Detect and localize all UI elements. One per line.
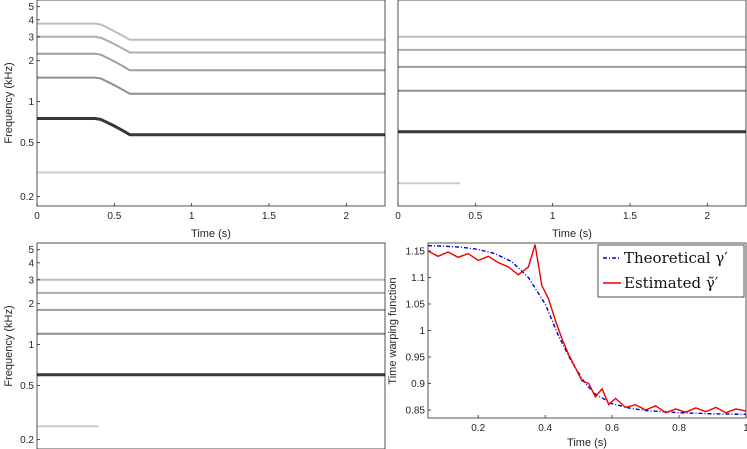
- x-axis-label-time-warping: Time (s): [567, 437, 607, 449]
- harmonic-track: [37, 76, 385, 95]
- x-tick-label: 0: [395, 211, 401, 222]
- y-tick-label: 3: [28, 275, 34, 286]
- x-axis-label-top-left: Time (s): [191, 228, 231, 240]
- x-tick-label: 0.2: [471, 423, 485, 434]
- x-tick-label: 2: [705, 211, 711, 222]
- y-tick-label: 5: [28, 2, 34, 13]
- x-tick-label: 1.5: [262, 211, 276, 222]
- y-tick-label: 1: [419, 326, 425, 337]
- y-tick-label: 0.2: [20, 435, 34, 446]
- x-tick-label: 0.5: [468, 211, 482, 222]
- y-tick-label: 1.05: [406, 299, 426, 310]
- x-tick-label: 0.8: [672, 423, 686, 434]
- x-tick-label: 0.6: [605, 423, 619, 434]
- y-tick-label: 1.15: [406, 246, 426, 257]
- legend: Theoretical γ′ Estimated γ̃′: [597, 244, 745, 298]
- y-tick-label: 0.95: [406, 353, 426, 364]
- harmonic-track: [37, 117, 385, 137]
- y-axis-label-top-left: Frequency (kHz): [3, 62, 15, 143]
- y-axis-label-bottom-left: Frequency (kHz): [3, 305, 15, 386]
- time-warping-plot: 0.2 0.4 0.6 0.8 1 0.85 0.9 0.95 1 1.05 1.1 1.15 Tim…: [387, 242, 747, 449]
- x-tick-label: 2: [344, 211, 350, 222]
- estimated-series-line: [427, 244, 747, 414]
- legend-label-estimated: Estimated γ̃′: [624, 274, 719, 292]
- y-tick-label: 1.1: [411, 273, 425, 284]
- y-tick-label: 0.2: [20, 192, 34, 203]
- y-axis-label-time-warping: Time warping function: [387, 277, 399, 384]
- y-tick-label: 3: [28, 32, 34, 43]
- y-tick-label: 4: [28, 15, 34, 26]
- x-axis-label-top-right: Time (s): [552, 228, 592, 240]
- y-tick-label: 2: [28, 56, 34, 67]
- x-tick-label: 1.5: [623, 211, 637, 222]
- spectrogram-panel-bottom-left: 0.2 0.5 1 2 3 4 5 Frequency (kHz): [3, 242, 386, 449]
- y-tick-label: 1: [28, 340, 34, 351]
- y-tick-label: 0.9: [411, 379, 425, 390]
- x-tick-label: 0: [34, 211, 40, 222]
- x-tick-label: 0.5: [107, 211, 121, 222]
- theoretical-series-line: [427, 245, 747, 415]
- x-tick-label: 1: [189, 211, 195, 222]
- legend-label-theoretical: Theoretical γ′: [624, 249, 728, 267]
- y-tick-label: 2: [28, 299, 34, 310]
- y-tick-label: 1: [28, 97, 34, 108]
- spectrogram-panel-top-left: 0 0.5 1 1.5 2 0.2 0.5 1 2 3 4 5 Time (s) Frequency …: [3, 0, 386, 240]
- x-tick-label: 0.4: [538, 423, 552, 434]
- x-tick-label: 1: [550, 211, 556, 222]
- y-tick-label: 4: [28, 258, 34, 269]
- y-tick-label: 0.5: [20, 138, 34, 149]
- legend-box: [597, 244, 745, 298]
- harmonic-track: [37, 52, 385, 72]
- harmonic-track: [37, 35, 385, 54]
- y-tick-label: 0.5: [20, 381, 34, 392]
- spectrogram-panel-top-right: 0 0.5 1 1.5 2 Time (s): [395, 0, 747, 240]
- y-tick-label: 5: [28, 245, 34, 256]
- y-tick-label: 0.85: [406, 406, 426, 417]
- harmonic-track: [37, 22, 385, 41]
- x-tick-label: 1: [743, 423, 747, 434]
